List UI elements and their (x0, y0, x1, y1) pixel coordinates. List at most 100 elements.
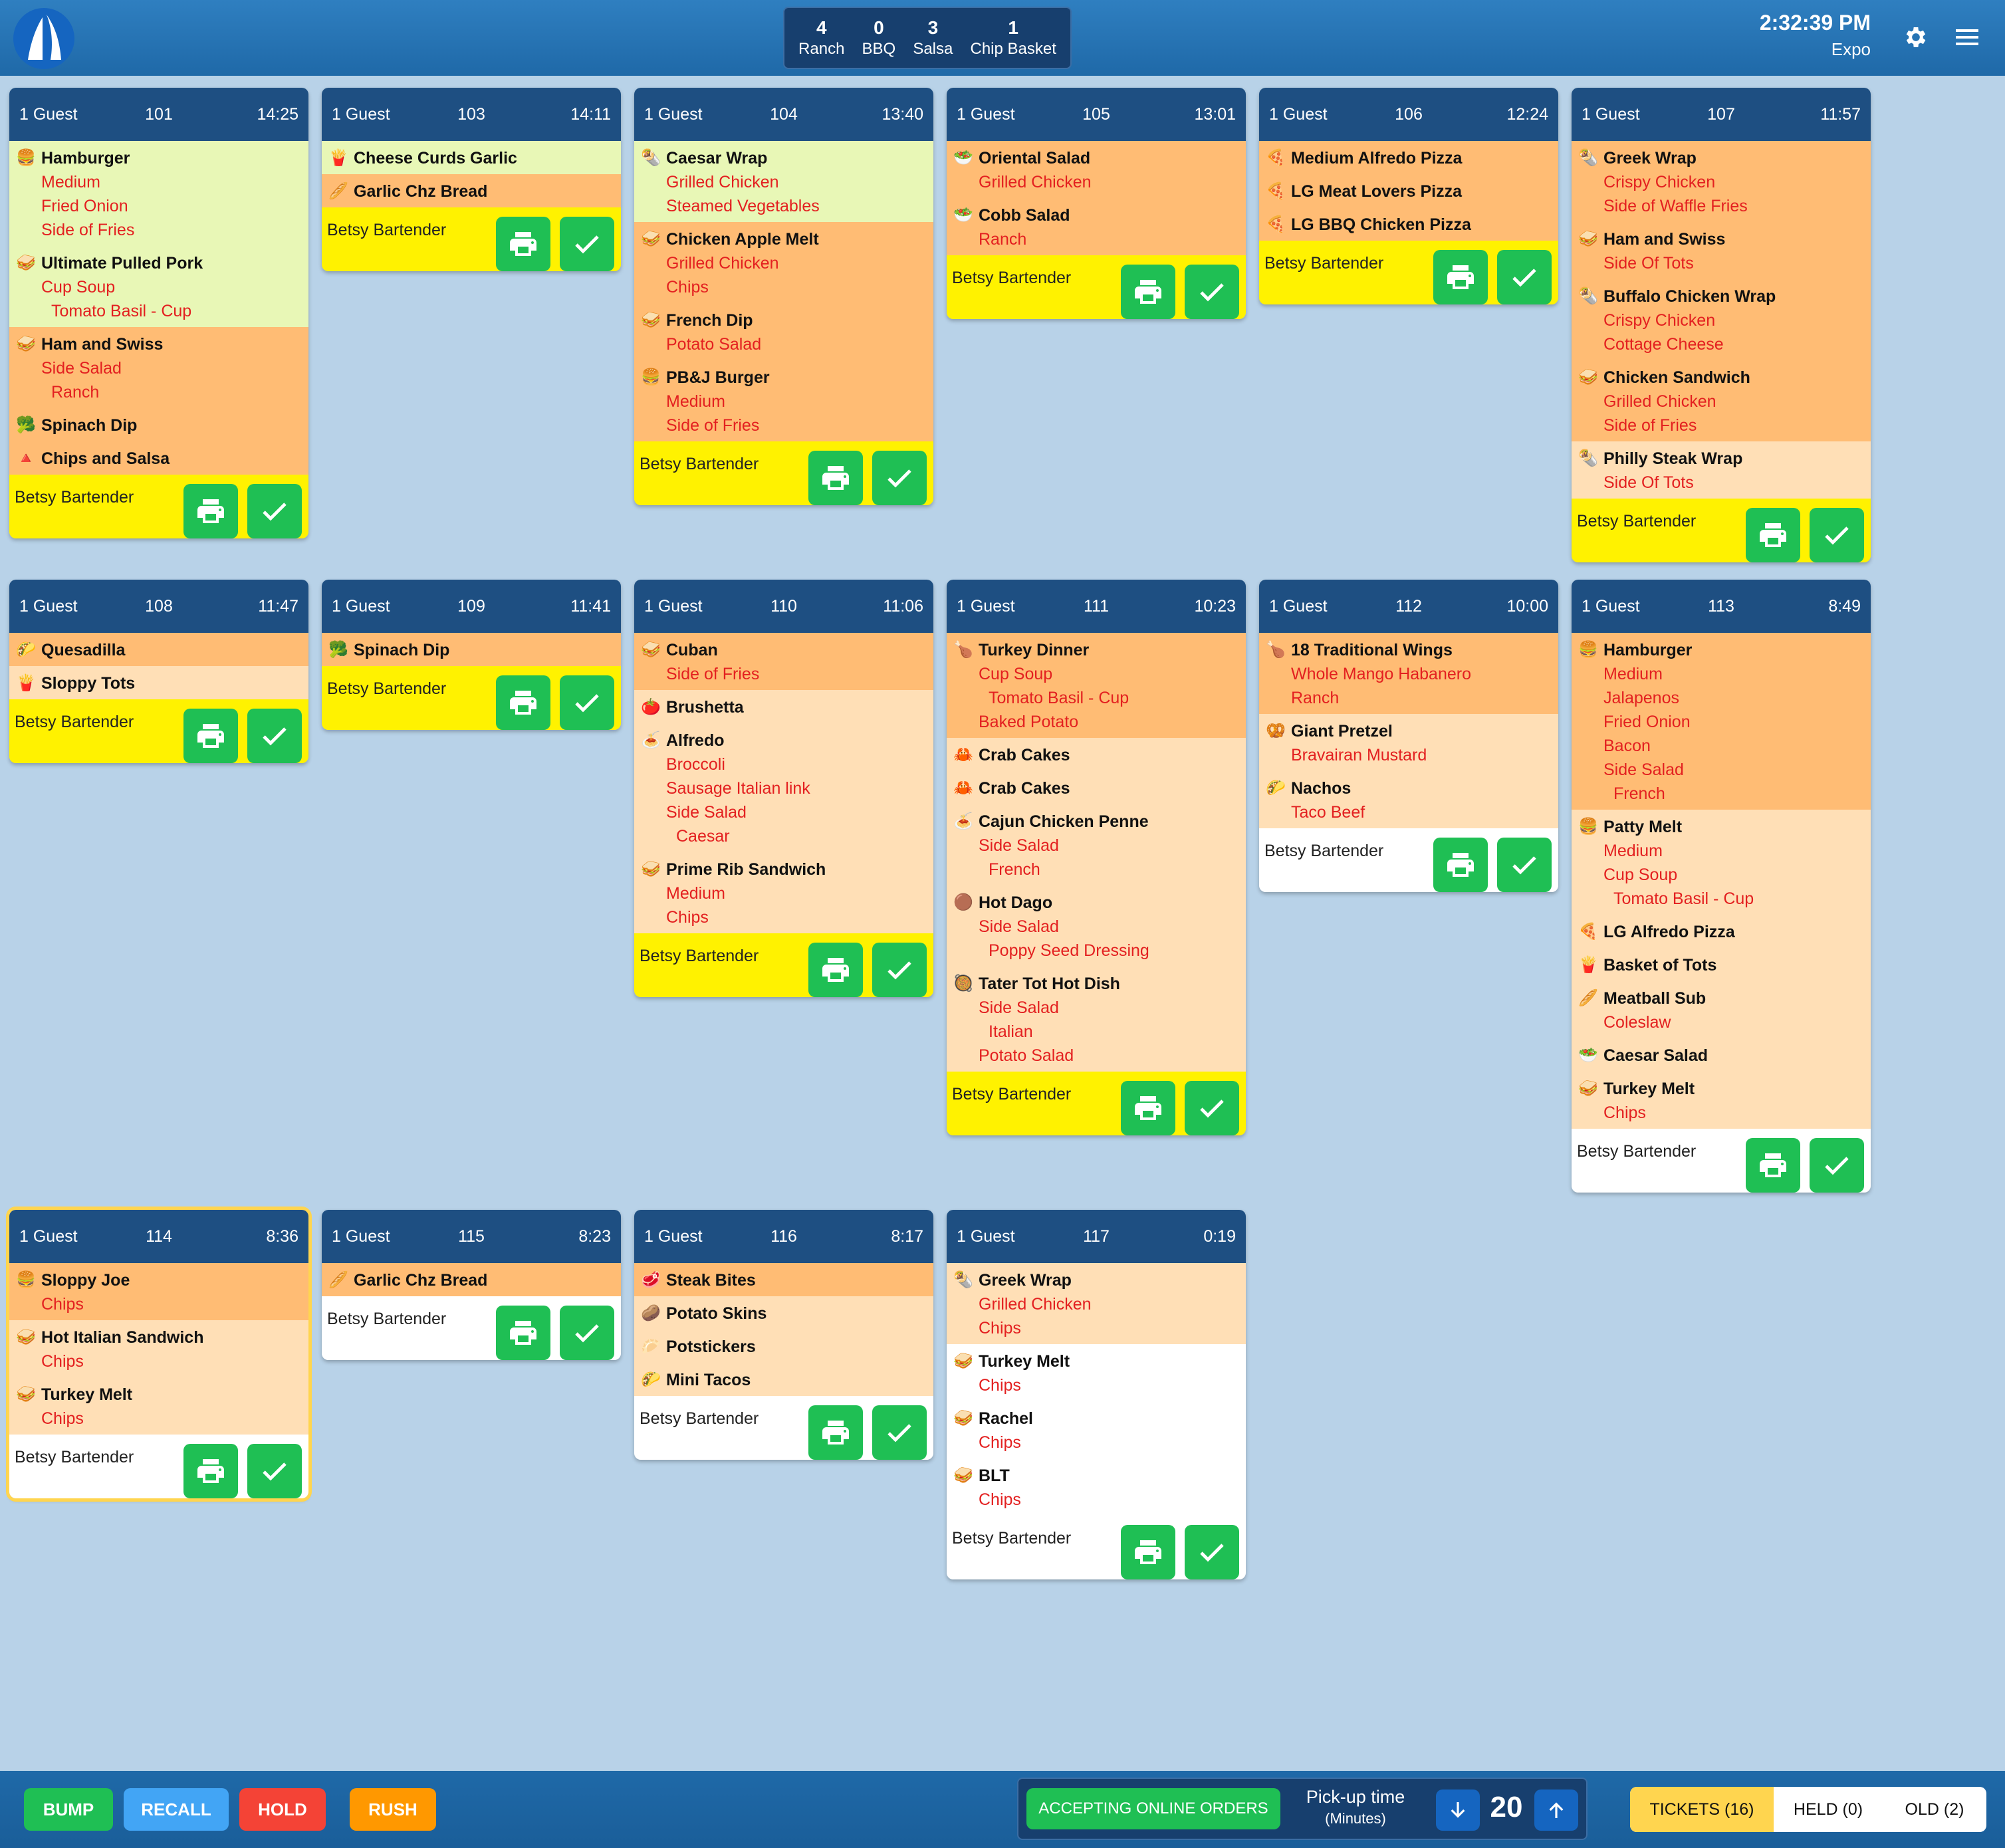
print-button[interactable] (1121, 1081, 1175, 1135)
order-item[interactable]: 🥪 Ultimate Pulled Pork Cup Soup Tomato Basi… (9, 251, 308, 323)
order-item[interactable]: 🥪 Ham and Swiss Side Salad Ranch (9, 332, 308, 404)
order-item[interactable]: 🍕 LG BBQ Chicken Pizza (1259, 213, 1558, 237)
order-item[interactable]: 🥟 Potstickers (634, 1335, 933, 1359)
order-item[interactable]: 🍟 Sloppy Tots (9, 671, 308, 695)
ticket-card[interactable]: 117 1 Guest 0:19 🌯 Greek Wrap Grilled Chicken… (947, 1210, 1246, 1579)
bump-ticket-button[interactable] (1810, 1138, 1864, 1193)
bump-button[interactable]: BUMP (24, 1788, 113, 1831)
order-item[interactable]: 🍗 18 Traditional Wings Whole Mango Habaner… (1259, 638, 1558, 710)
bump-ticket-button[interactable] (1185, 265, 1239, 319)
bump-ticket-button[interactable] (872, 451, 927, 505)
ticket-card[interactable]: 105 1 Guest 13:01 🥗 Oriental Salad Grilled Ch… (947, 88, 1246, 319)
ticket-card[interactable]: 114 1 Guest 8:36 🍔 Sloppy Joe Chips 🥪 Hot Itali… (6, 1207, 312, 1502)
ticket-card[interactable]: 109 1 Guest 11:41 🥦 Spinach Dip Betsy Bartend… (322, 580, 621, 730)
order-item[interactable]: 🥘 Tater Tot Hot Dish Side Salad Italian Pota… (947, 972, 1246, 1068)
print-button[interactable] (1433, 838, 1488, 892)
bump-ticket-button[interactable] (1810, 508, 1864, 562)
order-item[interactable]: 🥪 Cuban Side of Fries (634, 638, 933, 686)
ticket-card[interactable]: 111 1 Guest 10:23 🍗 Turkey Dinner Cup Soup Tom… (947, 580, 1246, 1135)
order-item[interactable]: 🍅 Brushetta (634, 695, 933, 719)
order-item[interactable]: 🌯 Buffalo Chicken Wrap Crispy Chicken Cotta… (1572, 285, 1871, 356)
order-item[interactable]: 🦀 Crab Cakes (947, 743, 1246, 767)
bump-ticket-button[interactable] (872, 1405, 927, 1460)
order-item[interactable]: 🍟 Cheese Curds Garlic (322, 146, 621, 170)
accepting-online-orders-button[interactable]: ACCEPTING ONLINE ORDERS (1026, 1788, 1280, 1829)
order-item[interactable]: 🥩 Steak Bites (634, 1268, 933, 1292)
order-item[interactable]: 🥨 Giant Pretzel Bravairan Mustard (1259, 719, 1558, 767)
tab-old[interactable]: OLD (2) (1905, 1799, 1964, 1819)
order-item[interactable]: 🍕 LG Meat Lovers Pizza (1259, 179, 1558, 203)
order-item[interactable]: 🍟 Basket of Tots (1572, 953, 1871, 977)
increase-pickup-button[interactable] (1534, 1790, 1578, 1831)
ticket-card[interactable]: 112 1 Guest 10:00 🍗 18 Traditional Wings Whol… (1259, 580, 1558, 892)
hold-button[interactable]: HOLD (239, 1788, 326, 1831)
ticket-card[interactable]: 106 1 Guest 12:24 🍕 Medium Alfredo Pizza 🍕 LG … (1259, 88, 1558, 304)
decrease-pickup-button[interactable] (1436, 1790, 1480, 1831)
bump-ticket-button[interactable] (247, 484, 302, 538)
bump-ticket-button[interactable] (1497, 838, 1552, 892)
order-item[interactable]: 🍔 Patty Melt Medium Cup Soup Tomato Basil - … (1572, 815, 1871, 911)
order-item[interactable]: 🦀 Crab Cakes (947, 776, 1246, 800)
order-item[interactable]: 🍝 Cajun Chicken Penne Side Salad French (947, 810, 1246, 881)
order-item[interactable]: 🥪 Prime Rib Sandwich Medium Chips (634, 858, 933, 929)
order-item[interactable]: 🌯 Greek Wrap Grilled Chicken Chips (947, 1268, 1246, 1340)
print-button[interactable] (183, 709, 238, 763)
order-item[interactable]: 🥗 Oriental Salad Grilled Chicken (947, 146, 1246, 194)
print-button[interactable] (183, 484, 238, 538)
order-item[interactable]: 🍗 Turkey Dinner Cup Soup Tomato Basil - Cup… (947, 638, 1246, 734)
order-item[interactable]: 🥪 Ham and Swiss Side Of Tots (1572, 227, 1871, 275)
bump-ticket-button[interactable] (560, 675, 614, 730)
print-button[interactable] (183, 1444, 238, 1498)
order-item[interactable]: 🍔 Hamburger Medium Fried Onion Side of Fries (9, 146, 308, 242)
ticket-card[interactable]: 113 1 Guest 8:49 🍔 Hamburger Medium Jalapenos F… (1572, 580, 1871, 1193)
order-item[interactable]: 🥖 Garlic Chz Bread (322, 1268, 621, 1292)
print-button[interactable] (1746, 508, 1800, 562)
order-item[interactable]: 🥦 Spinach Dip (322, 638, 621, 662)
rush-button[interactable]: RUSH (350, 1788, 436, 1831)
print-button[interactable] (1121, 265, 1175, 319)
ticket-card[interactable]: 103 1 Guest 14:11 🍟 Cheese Curds Garlic 🥖 Garl… (322, 88, 621, 271)
print-button[interactable] (496, 1306, 550, 1360)
print-button[interactable] (1433, 250, 1488, 304)
order-item[interactable]: 🥗 Caesar Salad (1572, 1044, 1871, 1068)
bump-ticket-button[interactable] (1185, 1081, 1239, 1135)
bump-ticket-button[interactable] (560, 217, 614, 271)
tab-held[interactable]: HELD (0) (1793, 1799, 1863, 1819)
print-button[interactable] (496, 675, 550, 730)
ticket-card[interactable]: 104 1 Guest 13:40 🌯 Caesar Wrap Grilled Chick… (634, 88, 933, 505)
order-item[interactable]: 🍔 Sloppy Joe Chips (9, 1268, 308, 1316)
ticket-card[interactable]: 101 1 Guest 14:25 🍔 Hamburger Medium Fried Oni… (9, 88, 308, 538)
ticket-card[interactable]: 115 1 Guest 8:23 🥖 Garlic Chz Bread Betsy Bar… (322, 1210, 621, 1360)
order-item[interactable]: 🍝 Alfredo Broccoli Sausage Italian link Side… (634, 729, 933, 848)
print-button[interactable] (1746, 1138, 1800, 1193)
order-item[interactable]: 🥪 Turkey Melt Chips (9, 1383, 308, 1431)
order-item[interactable]: 🍔 PB&J Burger Medium Side of Fries (634, 366, 933, 437)
order-item[interactable]: 🥪 Hot Italian Sandwich Chips (9, 1326, 308, 1373)
order-item[interactable]: 🌯 Greek Wrap Crispy Chicken Side of Waffle … (1572, 146, 1871, 218)
order-item[interactable]: 🍔 Hamburger Medium Jalapenos Fried Onion Baco… (1572, 638, 1871, 806)
bump-ticket-button[interactable] (247, 1444, 302, 1498)
order-item[interactable]: 🌯 Caesar Wrap Grilled Chicken Steamed Veget… (634, 146, 933, 218)
order-item[interactable]: 🟤 Hot Dago Side Salad Poppy Seed Dressing (947, 891, 1246, 963)
print-button[interactable] (808, 451, 863, 505)
order-item[interactable]: 🌯 Philly Steak Wrap Side Of Tots (1572, 447, 1871, 495)
order-item[interactable]: 🥦 Spinach Dip (9, 413, 308, 437)
gear-icon[interactable] (1903, 24, 1929, 51)
order-item[interactable]: 🌮 Quesadilla (9, 638, 308, 662)
bump-ticket-button[interactable] (872, 943, 927, 997)
ticket-card[interactable]: 108 1 Guest 11:47 🌮 Quesadilla 🍟 Sloppy Tots Be… (9, 580, 308, 763)
order-item[interactable]: 🥖 Garlic Chz Bread (322, 179, 621, 203)
bump-ticket-button[interactable] (1497, 250, 1552, 304)
hamburger-menu-icon[interactable] (1953, 24, 1981, 51)
print-button[interactable] (496, 217, 550, 271)
order-item[interactable]: 🌮 Nachos Taco Beef (1259, 776, 1558, 824)
order-item[interactable]: 🥪 Rachel Chips (947, 1407, 1246, 1454)
tab-tickets[interactable]: TICKETS (16) (1630, 1787, 1774, 1832)
bump-ticket-button[interactable] (247, 709, 302, 763)
print-button[interactable] (808, 943, 863, 997)
recall-button[interactable]: RECALL (124, 1788, 229, 1831)
print-button[interactable] (1121, 1525, 1175, 1579)
order-item[interactable]: 🥪 BLT Chips (947, 1464, 1246, 1512)
order-item[interactable]: 🔺 Chips and Salsa (9, 447, 308, 471)
bump-ticket-button[interactable] (560, 1306, 614, 1360)
